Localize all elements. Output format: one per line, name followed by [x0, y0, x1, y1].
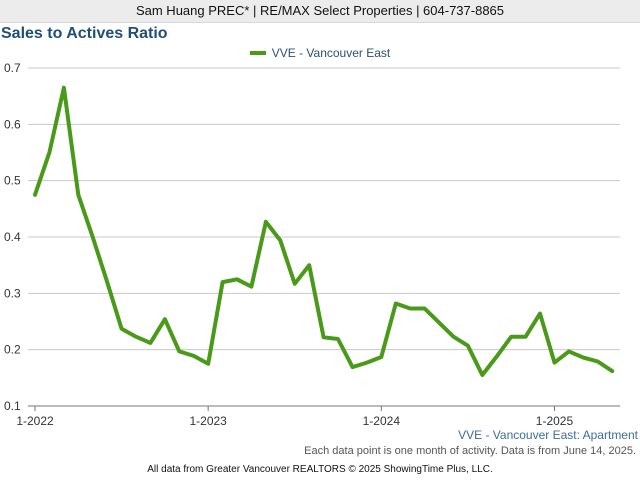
x-tick-label: 1-2024 [363, 414, 401, 428]
legend-label: VVE - Vancouver East [271, 46, 391, 60]
y-tick-label: 0.1 [4, 399, 21, 413]
y-tick-label: 0.7 [4, 61, 21, 75]
chart-legend: VVE - Vancouver East [0, 45, 640, 61]
y-tick-label: 0.3 [4, 286, 21, 300]
x-tick-label: 1-2023 [189, 414, 227, 428]
y-tick-label: 0.6 [4, 117, 21, 131]
x-tick-label: 1-2025 [536, 414, 574, 428]
source-credit: All data from Greater Vancouver REALTORS… [147, 464, 493, 475]
chart-title: Sales to Actives Ratio [1, 25, 168, 42]
y-tick-label: 0.2 [4, 343, 21, 357]
y-tick-label: 0.5 [4, 174, 21, 188]
legend-swatch [249, 50, 266, 55]
agent-header: Sam Huang PREC* | RE/MAX Select Properti… [0, 0, 640, 23]
series-line [33, 85, 615, 377]
data-note: Each data point is one month of activity… [304, 445, 636, 457]
x-tick-label: 1-2022 [16, 414, 54, 428]
series-caption: VVE - Vancouver East: Apartment [458, 428, 638, 442]
y-tick-label: 0.4 [4, 230, 21, 244]
